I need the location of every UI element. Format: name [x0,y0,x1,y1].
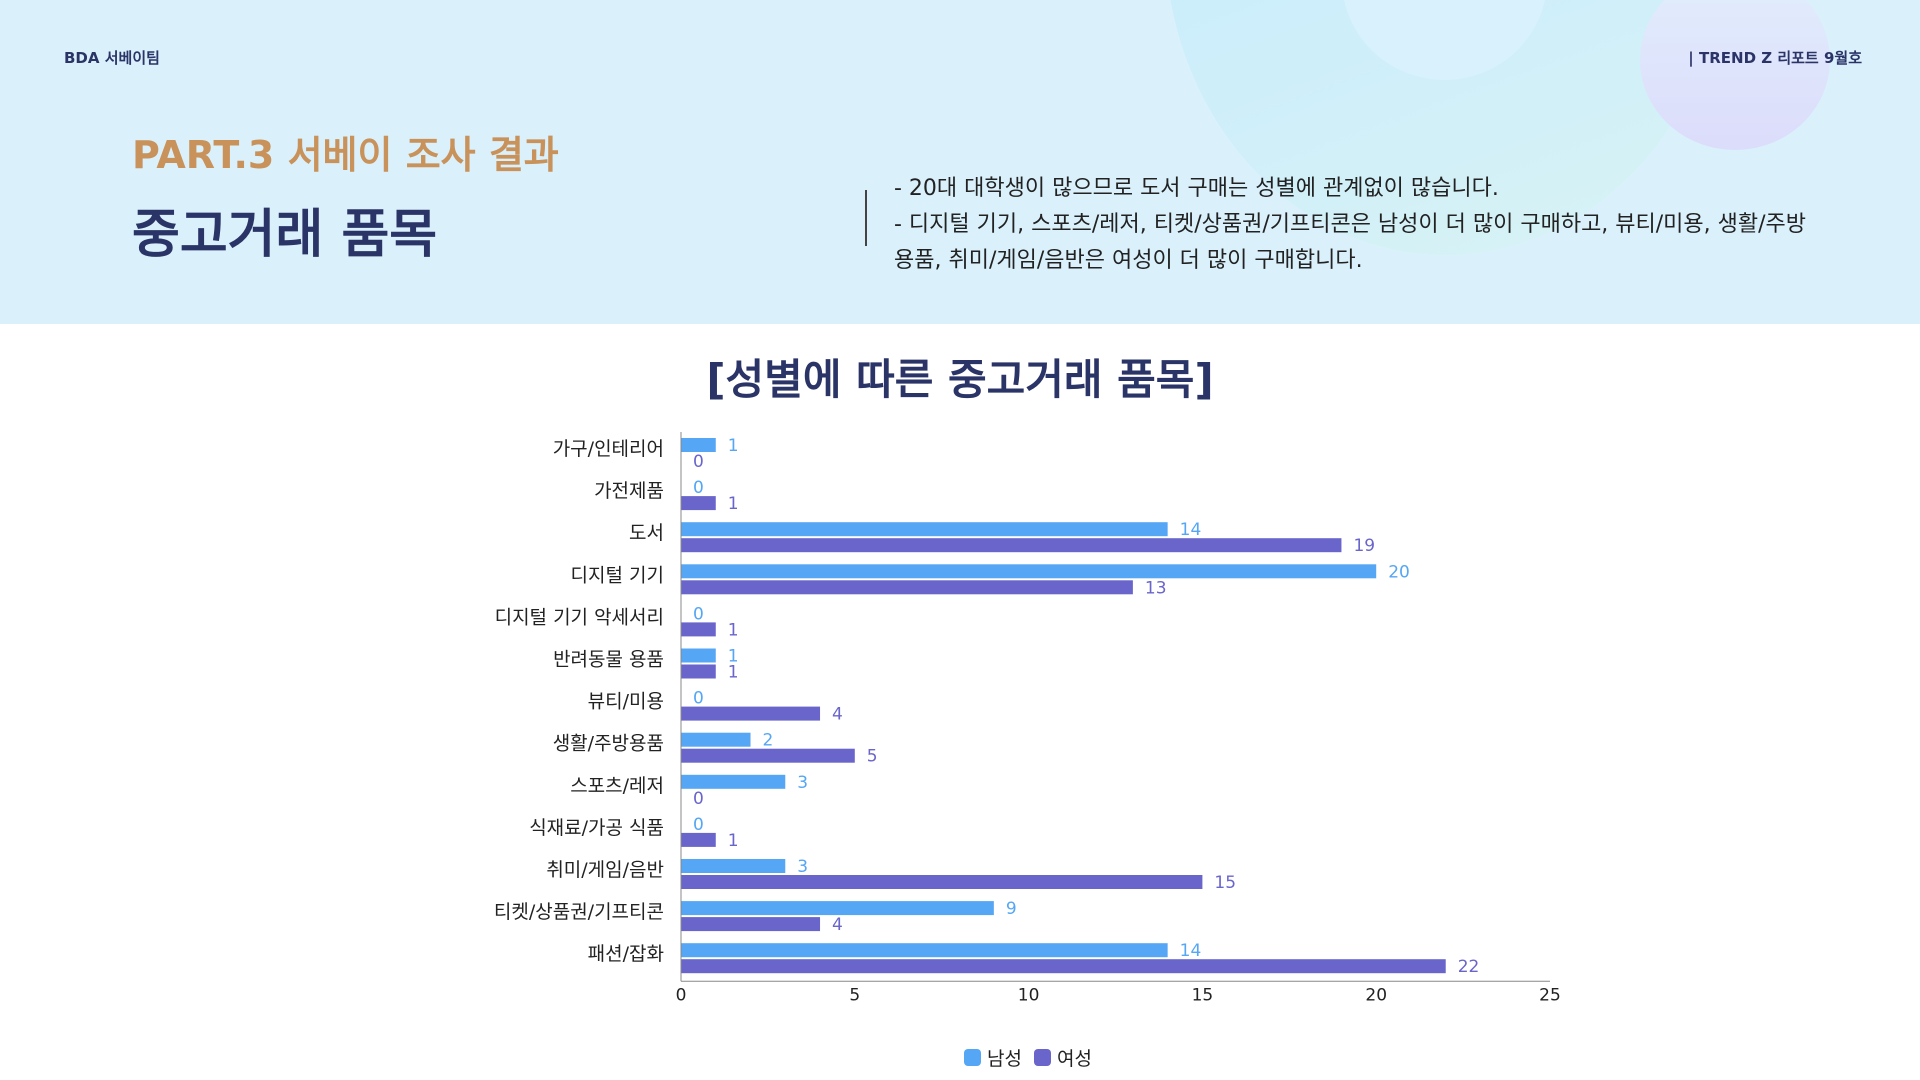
data-label: 13 [1145,578,1167,598]
legend-swatch-male [964,1049,981,1066]
header-banner: BDA 서베이팀 | TREND Z 리포트 9월호 PART.3 서베이 조사… [0,0,1920,324]
data-label: 0 [693,478,704,498]
bar-male [681,732,751,747]
data-label: 2 [763,731,774,751]
page-title: 중고거래 품목 [132,205,438,265]
x-tick-label: 15 [1192,985,1214,1005]
category-label: 스포츠/레저 [570,775,664,797]
data-label: 3 [797,773,808,793]
data-label: 0 [693,604,704,624]
bar-female [681,538,1342,553]
bar-male [681,859,786,873]
legend: 남성 여성 [964,1044,1092,1071]
bar-female [681,832,716,847]
bar-male [681,774,786,789]
category-label: 도서 [629,522,664,544]
description-line: 용품, 취미/게임/음반은 여성이 더 많이 구매합니다. [894,248,1363,273]
data-label: 20 [1388,562,1410,582]
category-label: 패션/잡화 [588,943,664,965]
section-subtitle: PART.3 서베이 조사 결과 [132,133,559,177]
report-label: | TREND Z 리포트 9월호 [1688,49,1862,67]
bar-female [681,580,1133,595]
legend-label-female: 여성 [1056,1048,1092,1070]
bar-female [681,622,716,637]
data-label: 0 [693,452,704,472]
bar-female [681,959,1446,974]
data-label: 5 [867,747,878,767]
team-label: BDA 서베이팀 [64,49,160,67]
legend-label-male: 남성 [987,1048,1022,1070]
bar-male [681,564,1377,579]
bar-female [681,664,716,679]
legend-swatch-female [1033,1049,1051,1066]
category-label: 티켓/상품권/기프티콘 [494,901,664,923]
category-label: 뷰티/미용 [588,691,664,713]
bar-female [681,917,821,932]
data-label: 1 [728,663,739,683]
data-label: 3 [797,857,808,877]
data-label: 14 [1180,941,1202,961]
x-tick-label: 20 [1365,985,1387,1005]
category-label: 가구/인테리어 [553,438,664,460]
category-label: 반려동물 용품 [553,649,664,671]
data-label: 1 [728,436,739,456]
data-label: 0 [693,689,704,709]
description-line: - 20대 대학생이 많으므로 도서 구매는 성별에 관계없이 많습니다. [894,176,1499,201]
bar-female [681,748,855,763]
bar-female [681,875,1203,889]
category-label: 디지털 기기 [571,564,664,586]
divider [865,190,867,246]
description-line: - 디지털 기기, 스포츠/레저, 티켓/상품권/기프티콘은 남성이 더 많이 … [894,212,1807,237]
data-label: 19 [1353,536,1375,556]
bar-male [681,901,994,916]
data-label: 1 [728,494,739,514]
data-label: 1 [728,647,739,667]
bar-male [681,522,1168,537]
category-label: 취미/게임/음반 [546,859,664,881]
x-tick-label: 25 [1539,985,1561,1005]
category-label: 디지털 기기 악세서리 [495,606,664,628]
category-label: 식재료/가공 식품 [529,817,664,839]
data-label: 0 [693,789,704,809]
data-label: 1 [728,831,739,851]
data-label: 15 [1214,873,1236,893]
bar-male [681,648,716,663]
bar-female [681,496,716,511]
data-label: 4 [832,915,843,935]
data-label: 14 [1180,520,1202,540]
category-label: 생활/주방용품 [553,733,664,755]
category-label: 가전제품 [594,480,664,502]
data-label: 9 [1006,899,1017,919]
data-label: 4 [832,705,843,725]
chart-title: [성별에 따른 중고거래 품목] [706,355,1214,404]
bar-male [681,943,1168,958]
bar-female [681,706,821,721]
data-label: 0 [693,815,704,835]
x-tick-label: 5 [849,985,860,1005]
x-tick-label: 10 [1018,985,1040,1005]
bar-male [681,438,716,452]
data-label: 1 [728,620,739,640]
x-tick-label: 0 [676,985,687,1005]
data-label: 22 [1458,957,1480,977]
decor-circle [1640,0,1830,150]
